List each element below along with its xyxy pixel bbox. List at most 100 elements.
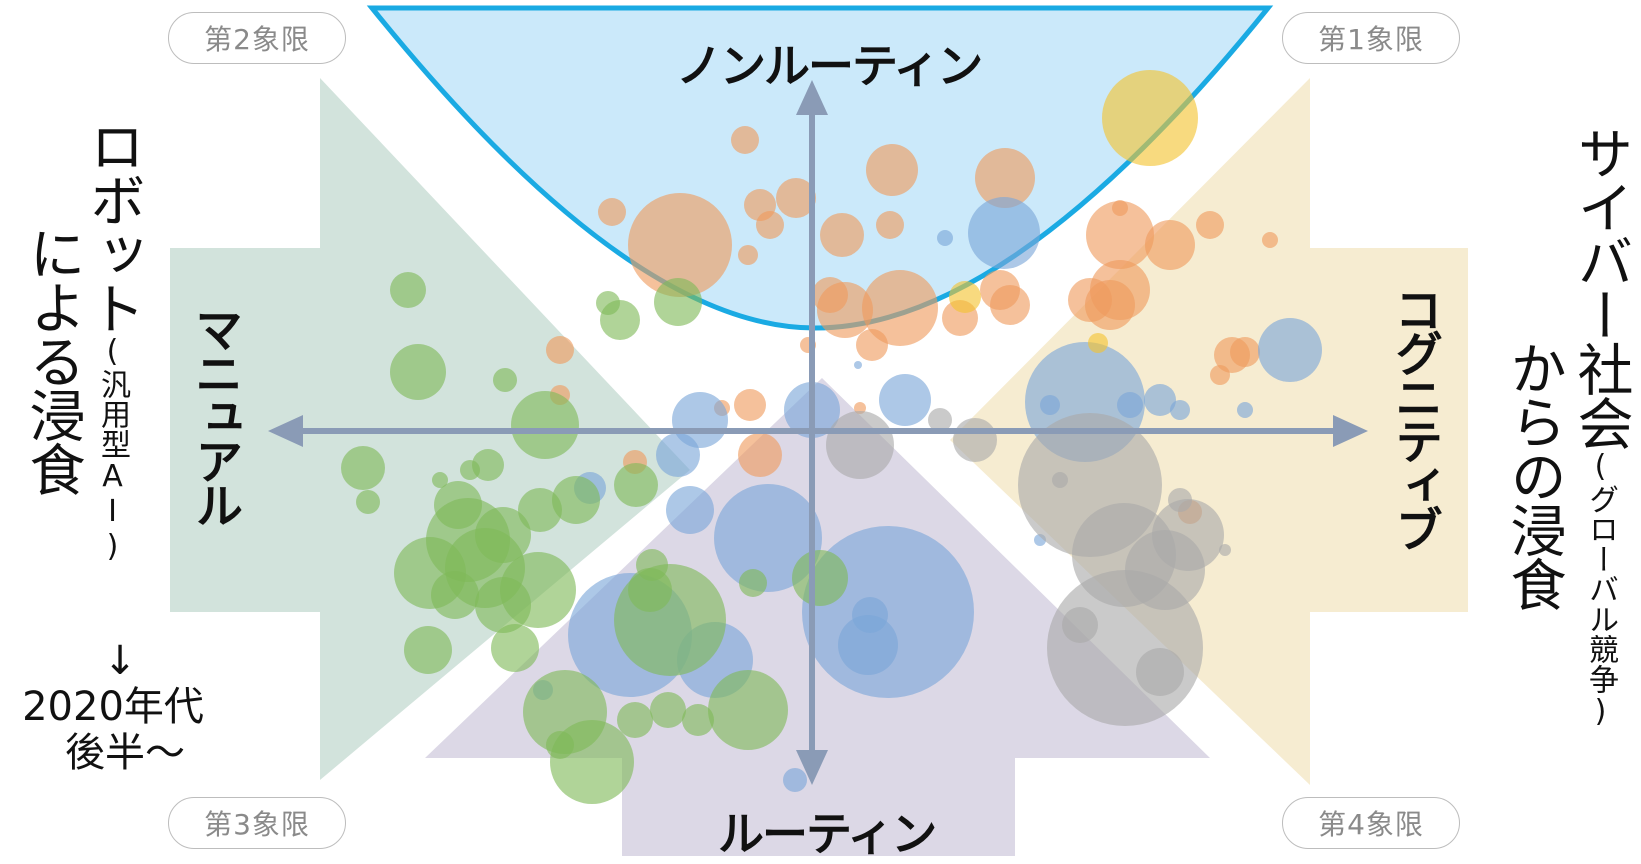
bubble (1086, 201, 1154, 269)
bubble (390, 344, 446, 400)
bubble (953, 418, 997, 462)
bubble (1144, 384, 1176, 416)
bubble (739, 569, 767, 597)
bubble (656, 433, 700, 477)
left-note-general-ai: (汎用型AI) (95, 334, 130, 564)
bubble (460, 460, 480, 480)
bubble (708, 670, 788, 750)
bubble (1258, 318, 1322, 382)
bubble (854, 402, 866, 414)
axis-arrow-right (1333, 415, 1368, 447)
bubble (552, 476, 600, 524)
bubble (792, 550, 848, 606)
bubble (1237, 402, 1253, 418)
bubble (879, 374, 931, 426)
right-note-erosion: からの浸食 (1501, 340, 1566, 610)
bubble (511, 391, 579, 459)
bubble (714, 484, 822, 592)
bubble (404, 626, 452, 674)
bubble (1117, 392, 1143, 418)
axis-arrow-down (796, 750, 828, 785)
bubble (390, 272, 426, 308)
bubble (1047, 570, 1203, 726)
bubble (928, 408, 952, 432)
quadrant-1-label: 第1象限 (1282, 12, 1460, 64)
axis-label-cognitive: コグニティブ (1386, 285, 1442, 549)
bubble (1210, 365, 1230, 385)
bubble (596, 291, 620, 315)
bubble (852, 597, 888, 633)
quadrant-2-label: 第2象限 (168, 12, 346, 64)
axis-arrow-up (796, 80, 828, 115)
bubble (1230, 337, 1260, 367)
bubble (650, 692, 686, 728)
bubble (1152, 499, 1224, 571)
left-note-robot: ロボット (80, 118, 145, 334)
bubble (949, 281, 981, 313)
nonroutine-region (366, 5, 1274, 331)
bubble (1102, 70, 1198, 166)
bubble (937, 230, 953, 246)
bubble (817, 282, 873, 338)
bubble (731, 126, 759, 154)
bubble (838, 615, 898, 675)
bubble (628, 568, 672, 612)
bubble (1168, 488, 1192, 512)
axes (268, 80, 1368, 785)
bubble (856, 329, 888, 361)
bubble (820, 213, 864, 257)
bubble (617, 702, 653, 738)
bubble (1219, 544, 1231, 556)
down-arrow-icon: ↓ (103, 638, 137, 684)
axis-label-routine: ルーティン (718, 807, 937, 861)
bubble (826, 411, 894, 479)
bubble (341, 446, 385, 490)
right-note-global-competition: (グローバル競争) (1583, 449, 1618, 729)
bubble (431, 571, 479, 619)
bubble (546, 336, 574, 364)
bubble (1196, 211, 1224, 239)
bubble (1136, 648, 1184, 696)
bubble (975, 148, 1035, 208)
bubble (1085, 280, 1135, 330)
era-line-2: 後半～ (65, 730, 185, 776)
bubble (1145, 220, 1195, 270)
era-line-1: 2020年代 (22, 684, 204, 730)
bubble (432, 472, 448, 488)
axis-arrow-left (268, 415, 303, 447)
bubble (614, 463, 658, 507)
bubble (980, 270, 1020, 310)
bubble (738, 433, 782, 477)
bubble (598, 198, 626, 226)
left-note-erosion: による浸食 (20, 225, 85, 495)
bubble (968, 197, 1040, 269)
bubble (866, 144, 918, 196)
left-note-col1: ロボット(汎用型AI) (80, 118, 145, 564)
bubble (1262, 232, 1278, 248)
bubble (1112, 200, 1128, 216)
bubble (546, 731, 574, 759)
axis-label-nonroutine: ノンルーティン (676, 39, 983, 93)
bubble (862, 270, 938, 346)
bubble (475, 577, 531, 633)
bubble (356, 490, 380, 514)
right-note-col1: サイバー社会(グローバル競争) (1568, 125, 1633, 729)
bubble (738, 245, 758, 265)
bubble (756, 211, 784, 239)
bubble (1062, 607, 1098, 643)
bubble (783, 768, 807, 792)
bubble (876, 211, 904, 239)
bubble (1088, 333, 1108, 353)
bubble (628, 193, 732, 297)
bubble (682, 704, 714, 736)
bubble (493, 368, 517, 392)
quadrant-4-label: 第4象限 (1282, 797, 1460, 849)
bubble (1040, 395, 1060, 415)
bubble (491, 624, 539, 672)
bubble (854, 361, 862, 369)
right-note-cyber-society: サイバー社会 (1568, 125, 1633, 449)
bubble (734, 389, 766, 421)
bubble (776, 178, 816, 218)
axis-label-manual: マニュアル (186, 305, 242, 525)
